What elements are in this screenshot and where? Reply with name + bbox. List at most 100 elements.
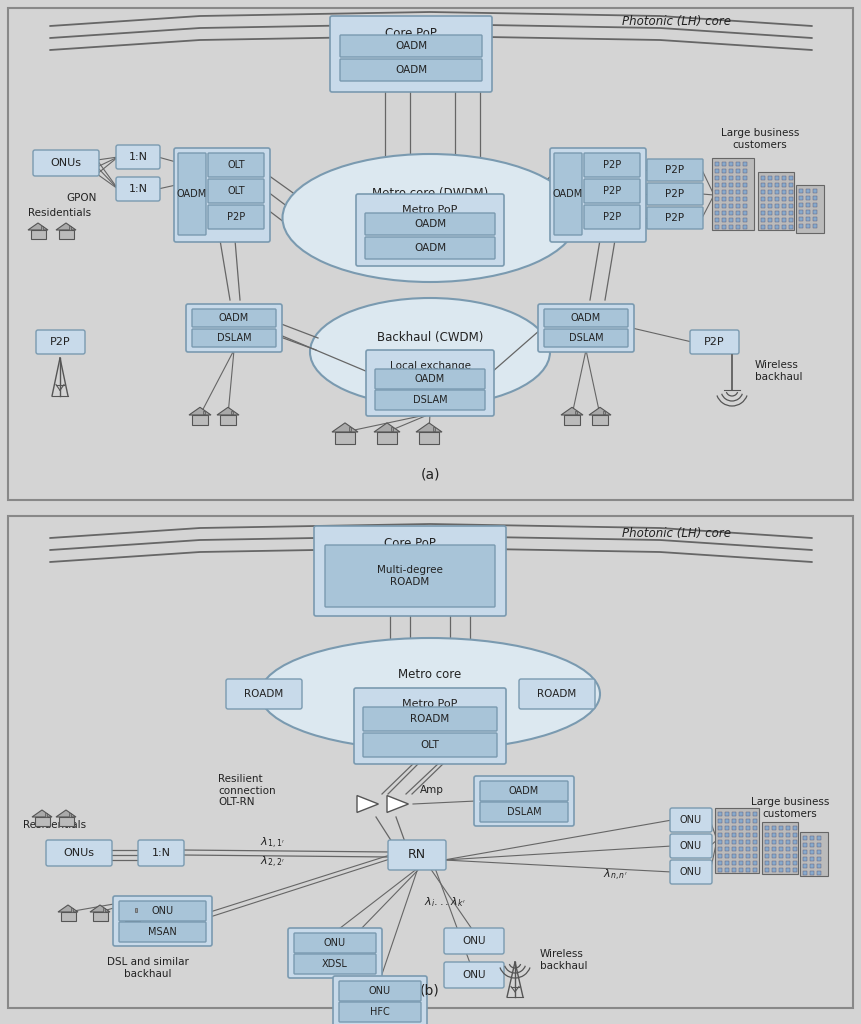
Polygon shape	[561, 408, 583, 415]
Bar	[739, 833, 743, 837]
Text: OLT: OLT	[227, 160, 245, 170]
Text: P2P: P2P	[50, 337, 71, 347]
Bar	[746, 854, 750, 858]
Bar	[753, 847, 757, 851]
Bar	[768, 218, 772, 222]
Bar	[736, 197, 740, 201]
Bar	[813, 217, 817, 221]
Bar	[739, 854, 743, 858]
Bar	[736, 169, 740, 173]
Bar	[758, 172, 794, 230]
Bar	[775, 211, 779, 215]
Text: OADM: OADM	[219, 313, 249, 323]
Bar	[789, 225, 793, 229]
Bar	[806, 217, 810, 221]
Polygon shape	[122, 905, 142, 912]
FancyBboxPatch shape	[192, 309, 276, 327]
Bar	[782, 183, 786, 187]
FancyBboxPatch shape	[690, 330, 739, 354]
Text: DSL and similar
backhaul: DSL and similar backhaul	[107, 957, 189, 979]
Bar	[41, 226, 42, 229]
Bar	[765, 868, 769, 872]
Text: Amp: Amp	[420, 785, 444, 795]
Bar	[736, 183, 740, 187]
FancyBboxPatch shape	[365, 213, 495, 234]
Bar	[803, 836, 807, 840]
Bar	[810, 864, 814, 868]
Bar	[71, 908, 72, 911]
Bar	[753, 840, 757, 844]
Bar	[739, 847, 743, 851]
Text: DSLAM: DSLAM	[568, 333, 604, 343]
Bar	[725, 812, 729, 816]
Bar	[718, 847, 722, 851]
Bar	[736, 176, 740, 180]
Bar	[712, 158, 754, 230]
Ellipse shape	[282, 154, 578, 282]
Bar	[775, 176, 779, 180]
Text: Photonic (LH) core: Photonic (LH) core	[622, 15, 731, 28]
FancyBboxPatch shape	[356, 194, 504, 266]
Text: OADM: OADM	[415, 374, 445, 384]
Text: ONU: ONU	[462, 970, 486, 980]
Bar	[810, 871, 814, 874]
Text: P2P: P2P	[603, 160, 621, 170]
FancyBboxPatch shape	[670, 834, 712, 858]
Bar	[732, 833, 736, 837]
Bar	[753, 854, 757, 858]
Bar	[793, 854, 797, 858]
FancyBboxPatch shape	[480, 781, 568, 801]
Bar	[746, 812, 750, 816]
Bar	[779, 868, 783, 872]
Bar	[722, 211, 726, 215]
Bar	[779, 833, 783, 837]
Bar	[335, 432, 355, 443]
Text: OADM: OADM	[395, 41, 427, 51]
Bar	[753, 826, 757, 830]
Bar	[220, 415, 236, 425]
Bar	[813, 196, 817, 200]
Bar	[765, 833, 769, 837]
Bar	[779, 847, 783, 851]
Text: ONU: ONU	[462, 936, 486, 946]
Bar	[736, 204, 740, 208]
Bar	[722, 169, 726, 173]
Bar	[782, 204, 786, 208]
FancyBboxPatch shape	[138, 840, 184, 866]
Bar	[768, 190, 772, 194]
Bar	[729, 218, 733, 222]
FancyBboxPatch shape	[36, 330, 85, 354]
Bar	[765, 826, 769, 830]
Bar	[736, 225, 740, 229]
Bar	[813, 224, 817, 228]
Polygon shape	[332, 423, 358, 432]
Bar	[761, 190, 765, 194]
Text: ONU: ONU	[152, 906, 174, 916]
Bar	[715, 197, 719, 201]
Bar	[739, 826, 743, 830]
Text: P2P: P2P	[704, 337, 725, 347]
Bar	[715, 169, 719, 173]
Bar	[729, 162, 733, 166]
Bar	[59, 817, 73, 826]
Text: OADM: OADM	[509, 786, 539, 796]
Text: XDSL: XDSL	[322, 959, 348, 969]
Bar	[799, 217, 803, 221]
Bar	[772, 868, 776, 872]
FancyBboxPatch shape	[294, 954, 376, 974]
Bar	[810, 836, 814, 840]
Text: $\lambda_{2,2^{\prime}}$: $\lambda_{2,2^{\prime}}$	[260, 854, 284, 869]
Bar	[786, 833, 790, 837]
Bar	[732, 847, 736, 851]
Bar	[718, 819, 722, 823]
FancyBboxPatch shape	[647, 207, 703, 229]
Bar	[775, 225, 779, 229]
Bar	[793, 868, 797, 872]
Bar	[793, 826, 797, 830]
FancyBboxPatch shape	[46, 840, 112, 866]
Bar	[786, 840, 790, 844]
Polygon shape	[58, 905, 78, 912]
Text: 1:N: 1:N	[152, 848, 170, 858]
Bar	[743, 183, 747, 187]
FancyBboxPatch shape	[375, 390, 485, 410]
